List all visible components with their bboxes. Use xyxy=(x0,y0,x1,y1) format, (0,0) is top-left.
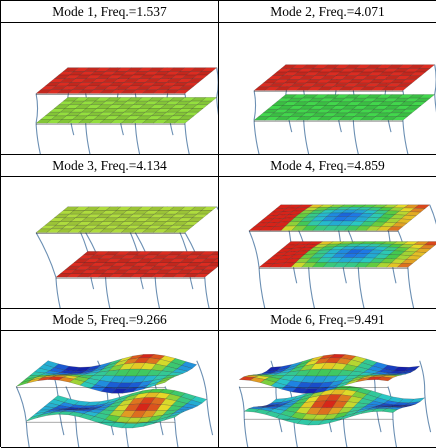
mode-5-upper-slab xyxy=(16,354,198,394)
mode-2-lower-slab xyxy=(253,94,436,122)
mode-3-lower-slab xyxy=(55,251,218,279)
mode-6-caption: Mode 6, Freq.=9.491 xyxy=(219,309,436,331)
mode-4-lower-slab xyxy=(258,241,436,269)
mode-1-upper-slab xyxy=(35,67,218,95)
mode-1-lower-slab xyxy=(35,97,218,125)
mode-5-lower-slab xyxy=(26,388,208,429)
mode-3-shape xyxy=(35,206,218,308)
mode-4-caption: Mode 4, Freq.=4.859 xyxy=(219,155,436,177)
mode-3-caption: Mode 3, Freq.=4.134 xyxy=(1,155,219,177)
mode-2-caption: Mode 2, Freq.=4.071 xyxy=(219,1,436,23)
mode-1-figure xyxy=(1,23,219,155)
mode-3-upper-slab xyxy=(35,206,218,234)
mode-5-shape xyxy=(15,354,214,447)
mode-2-figure xyxy=(219,23,436,155)
mode-4-upper-slab xyxy=(248,204,431,232)
mode-6-shape xyxy=(238,353,432,447)
mode-2-shape xyxy=(253,64,436,154)
mode-4-figure xyxy=(219,177,436,309)
mode-4-shape xyxy=(248,204,436,308)
mode-1-caption: Mode 1, Freq.=1.537 xyxy=(1,1,219,23)
mode-1-shape xyxy=(35,67,218,154)
mode-3-figure xyxy=(1,177,219,309)
mode-6-upper-slab xyxy=(238,353,421,394)
mode-5-figure xyxy=(1,331,219,448)
mode-2-upper-slab xyxy=(253,64,436,92)
mode-6-lower-slab xyxy=(243,385,426,426)
mode-6-figure xyxy=(219,331,436,448)
mode-5-caption: Mode 5, Freq.=9.266 xyxy=(1,309,219,331)
